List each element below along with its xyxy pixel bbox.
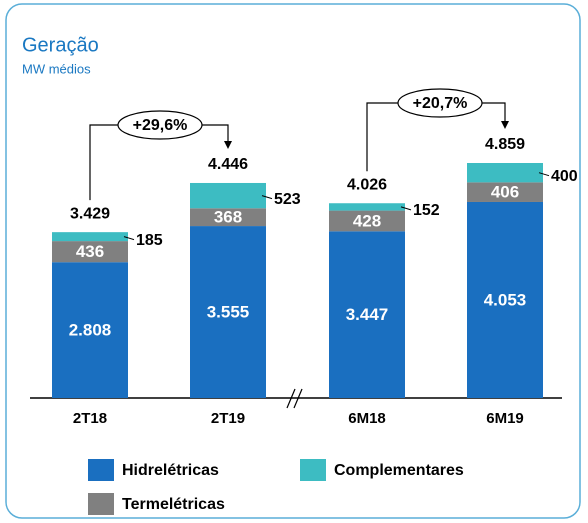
annotation: +20,7% [413,95,468,112]
x-tick-label: 6M18 [348,410,386,427]
legend-label: Hidrelétricas [122,462,219,479]
annotation-bubble [117,110,203,140]
data-label: 406 [491,183,519,202]
bar-segment [190,226,266,398]
bar-segment [329,231,405,398]
axis-break [286,388,296,409]
data-label: 152 [413,202,440,219]
data-label: 3.447 [346,305,389,324]
legend-swatch [88,459,114,481]
total-label: 4.446 [208,156,248,173]
legend-swatch [88,493,114,515]
x-tick-label: 2T19 [211,410,245,427]
total-label: 4.026 [347,177,387,194]
chart-subtitle: MW médios [22,61,91,76]
bar-segment [190,182,266,209]
x-tick-label: 2T18 [73,410,107,427]
bar-segment [467,182,543,202]
data-label: 523 [274,191,301,208]
bar-segment [52,232,128,242]
data-label: 2.808 [69,321,112,340]
chart-title: Geração [22,34,99,56]
data-label: 4.053 [484,290,527,309]
leader-line [123,236,135,241]
leader-line [538,172,550,177]
leader-line [400,206,412,211]
data-label: 3.555 [207,303,250,322]
leader-line [261,195,273,200]
axis-break [293,388,303,409]
bar-segment [467,163,543,183]
bar-segment [467,201,543,398]
bar-segment [190,208,266,227]
x-tick-label: 6M19 [486,410,524,427]
data-label: 436 [76,242,104,261]
total-label: 4.859 [485,136,525,153]
legend-swatch [300,459,326,481]
annotation: +29,6% [133,117,188,134]
bar-segment [329,203,405,211]
legend-label: Termelétricas [122,496,225,513]
data-label: 428 [353,211,381,230]
bar-segment [52,262,128,398]
bar-segment [329,210,405,232]
data-label: 368 [214,208,242,227]
data-label: 400 [551,168,578,185]
data-label: 185 [136,232,163,249]
legend-label: Complementares [334,462,464,479]
bar-segment [52,241,128,263]
total-label: 3.429 [70,205,110,222]
annotation-bubble [397,88,483,118]
